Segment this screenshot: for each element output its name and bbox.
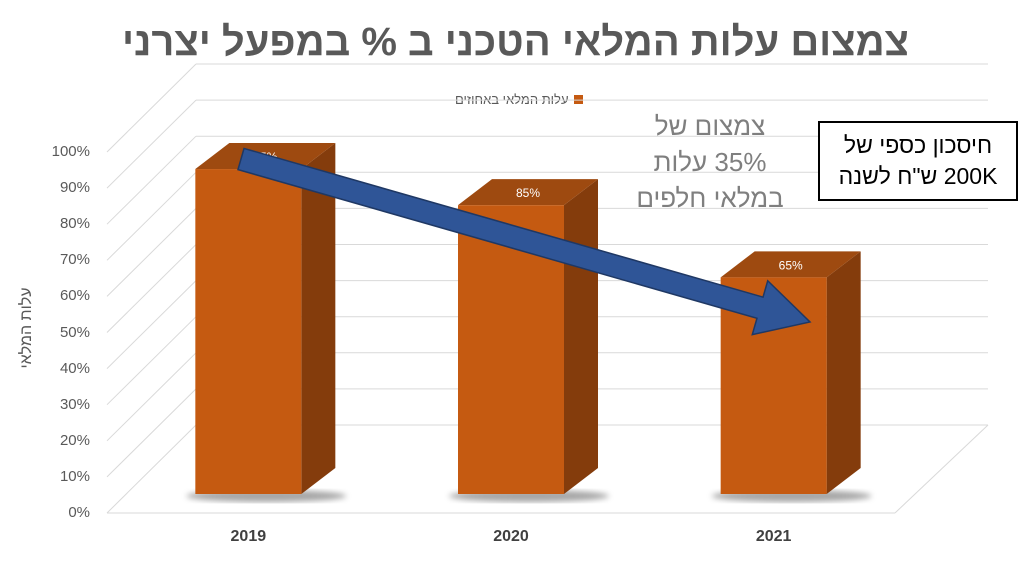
gridline-diagonal: [106, 388, 197, 478]
savings-callout-box: חיסכון כספי של 200K ש"ח לשנה: [818, 121, 1018, 201]
y-tick-label: 50%: [59, 323, 90, 341]
bar-side: [301, 143, 336, 495]
data-label: 65%: [779, 258, 803, 272]
legend-label: עלות המלאי באחוזים: [455, 92, 569, 107]
y-tick-label: 90%: [59, 179, 90, 197]
annotation-line: במלאי חלפים: [636, 183, 784, 213]
chart-title: צמצום עלות המלאי הטכני ב % במפעל יצרני: [122, 20, 909, 64]
y-tick-label: 10%: [59, 467, 90, 485]
gridline-diagonal: [106, 171, 197, 261]
bar-top: [458, 179, 598, 206]
savings-line: 200K ש"ח לשנה: [838, 163, 998, 189]
data-label: 85%: [516, 186, 540, 200]
y-tick-label: 60%: [59, 287, 90, 305]
y-tick-label: 0%: [68, 504, 90, 521]
annotation-line: 35% עלות: [653, 147, 767, 177]
y-tick-label: 40%: [59, 359, 90, 377]
y-tick-label: 80%: [59, 215, 90, 233]
gridline-diagonal: [106, 316, 197, 406]
bar: [195, 169, 302, 495]
bar-side: [564, 179, 598, 494]
gridline-diagonal: [106, 135, 197, 225]
bar-side: [826, 251, 861, 494]
trend-arrow: [237, 147, 812, 336]
x-tick-label: 2021: [755, 528, 792, 545]
gridline-diagonal: [106, 208, 197, 297]
legend: עלות המלאי באחוזים: [455, 92, 583, 107]
y-tick-label: 100%: [51, 143, 90, 160]
y-tick-label: 30%: [59, 395, 90, 413]
bar-top: [720, 251, 861, 278]
gridline-diagonal: [106, 63, 197, 153]
gridline-diagonal: [106, 99, 197, 189]
savings-line: חיסכון כספי של: [843, 132, 993, 158]
gridline-diagonal: [106, 352, 197, 442]
y-tick-label: 70%: [59, 251, 90, 269]
legend-swatch: [573, 95, 583, 104]
gridline-diagonal: [106, 424, 197, 514]
gridline-diagonal: [106, 280, 197, 369]
x-tick-label: 2019: [230, 528, 267, 545]
annotation-line: צמצום של: [654, 111, 766, 141]
floor-right-edge: [894, 424, 989, 514]
reduction-annotation: צמצום של 35% עלות במלאי חלפים: [620, 108, 800, 216]
y-tick-label: 20%: [59, 431, 90, 449]
gridline-diagonal: [106, 244, 197, 333]
x-tick-label: 2020: [493, 528, 529, 545]
